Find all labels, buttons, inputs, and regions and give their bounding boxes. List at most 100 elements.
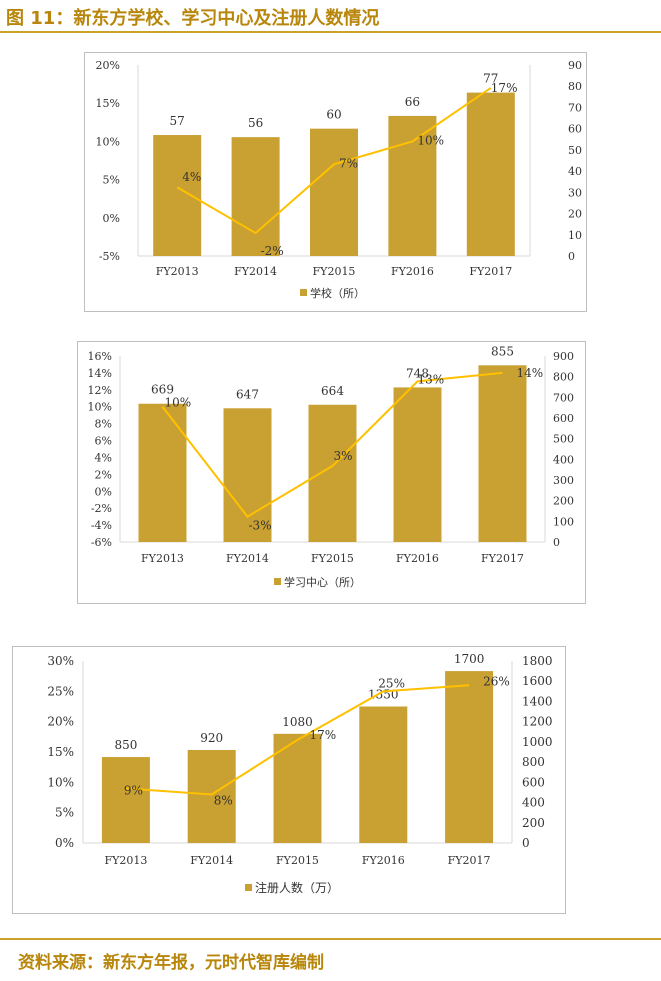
right-axis-tick-label: 100 — [553, 515, 574, 528]
left-axis-tick-label: 0% — [55, 836, 74, 850]
right-axis-tick-label: 0 — [553, 536, 560, 549]
left-axis-tick-label: -6% — [91, 536, 112, 549]
legend-swatch — [274, 578, 281, 585]
growth-rate-label: 10% — [165, 396, 192, 410]
category-label: FY2015 — [276, 854, 319, 867]
bar-value-label: 855 — [491, 344, 514, 358]
right-axis-tick-label: 0 — [568, 250, 575, 263]
left-axis-tick-label: 5% — [103, 174, 120, 187]
right-axis-tick-label: 1800 — [522, 654, 553, 668]
right-axis-tick-label: 1400 — [522, 694, 553, 708]
growth-rate-label: 3% — [334, 449, 353, 463]
growth-rate-label: -2% — [261, 244, 284, 258]
enrollment-chart: 0% 5% 10% 15% 20% 25% 30% 0 200 400 600 800 1000 1200… — [47, 652, 553, 895]
left-axis-tick-label: 5% — [55, 806, 74, 820]
bar-fy2013 — [153, 135, 202, 256]
bar-value-label: 57 — [170, 114, 185, 128]
bar-value-label: 920 — [200, 731, 223, 745]
category-label: FY2014 — [190, 854, 233, 867]
right-axis-tick-label: 0 — [522, 836, 530, 850]
right-axis-tick-label: 700 — [553, 391, 574, 404]
right-axis-tick-label: 800 — [553, 371, 574, 384]
legend-label: 学校（所） — [310, 286, 365, 300]
bar-value-label: 77 — [483, 72, 498, 86]
bar-value-label: 647 — [236, 387, 259, 401]
learning-centers-chart: -6% -4% -2% 0% 2% 4% 6% 8% 10% 12% 14% 16% 0 100 200 30… — [88, 344, 574, 589]
bar-fy2013 — [138, 403, 187, 542]
bar-fy2015 — [310, 128, 358, 256]
left-axis-tick-label: 8% — [95, 418, 112, 431]
left-axis-tick-label: 4% — [95, 451, 112, 464]
left-axis-tick-label: -4% — [91, 519, 112, 532]
category-label: FY2017 — [481, 552, 524, 565]
category-label: FY2014 — [226, 552, 269, 565]
bar-value-label: 60 — [326, 108, 341, 122]
left-axis-tick-label: 10% — [96, 135, 120, 148]
footer-rule — [0, 938, 661, 940]
left-axis-tick-label: 6% — [95, 435, 112, 448]
legend-label: 学习中心（所） — [284, 575, 361, 589]
growth-rate-label: 10% — [417, 133, 444, 147]
growth-rate-label: 13% — [418, 372, 445, 386]
left-axis-tick-label: 20% — [47, 715, 74, 729]
category-label: FY2016 — [396, 552, 439, 565]
right-axis-tick-label: 900 — [553, 350, 574, 363]
bar-value-label: 748 — [406, 366, 429, 380]
right-axis-tick-label: 200 — [522, 816, 545, 830]
growth-rate-label: -3% — [249, 519, 272, 533]
bar-fy2017 — [466, 92, 515, 256]
category-label: FY2017 — [469, 265, 512, 278]
bar-fy2014 — [187, 749, 236, 843]
left-axis-tick-label: 16% — [88, 350, 112, 363]
growth-rate-label: 7% — [339, 156, 358, 170]
growth-rate-label: 26% — [483, 674, 510, 688]
bar-value-label: 1080 — [282, 715, 313, 729]
left-axis-tick-label: 15% — [47, 745, 74, 759]
growth-rate-label: 4% — [182, 170, 201, 184]
category-label: FY2016 — [362, 854, 405, 867]
schools-chart-panel: -5% 0% 5% 10% 15% 20% 0 10 20 30 40 50 60 70 80 90 57 56 6… — [84, 52, 587, 312]
category-label: FY2014 — [234, 265, 277, 278]
category-label: FY2015 — [313, 265, 356, 278]
right-axis-tick-label: 10 — [568, 229, 582, 242]
right-axis-tick-label: 40 — [568, 165, 582, 178]
bar-fy2013 — [101, 757, 150, 843]
legend-swatch — [245, 884, 252, 891]
right-axis-tick-label: 800 — [522, 755, 545, 769]
right-axis-tick-label: 1600 — [522, 674, 553, 688]
bar-fy2015 — [273, 733, 322, 843]
right-axis-tick-label: 200 — [553, 495, 574, 508]
right-axis-tick-label: 400 — [522, 796, 545, 810]
bar-value-label: 669 — [151, 383, 174, 397]
category-label: FY2013 — [156, 265, 199, 278]
category-label: FY2015 — [311, 552, 354, 565]
right-axis-tick-label: 400 — [553, 453, 574, 466]
right-axis-tick-label: 30 — [568, 186, 582, 199]
bar-value-label: 850 — [114, 738, 137, 752]
left-axis-tick-label: 0% — [95, 485, 112, 498]
title-rule — [0, 31, 661, 33]
right-axis-tick-label: 1200 — [522, 715, 553, 729]
right-axis-tick-label: 500 — [553, 433, 574, 446]
bar-fy2017 — [445, 671, 494, 843]
left-axis-tick-label: 15% — [96, 97, 120, 110]
figure-title: 图 11：新东方学校、学习中心及注册人数情况 — [6, 8, 380, 29]
left-axis-tick-label: 25% — [47, 684, 74, 698]
bar-fy2014 — [223, 408, 272, 542]
right-axis-tick-label: 1000 — [522, 735, 553, 749]
growth-rate-label: 25% — [378, 676, 405, 690]
category-label: FY2016 — [391, 265, 434, 278]
legend-label: 注册人数（万） — [255, 880, 339, 895]
left-axis-tick-label: 12% — [88, 384, 112, 397]
left-axis-tick-label: -2% — [91, 502, 112, 515]
growth-rate-line — [176, 87, 492, 235]
right-axis-tick-label: 80 — [568, 80, 582, 93]
bar-fy2017 — [478, 365, 527, 542]
bar-value-label: 56 — [248, 116, 263, 130]
category-label: FY2017 — [448, 854, 491, 867]
growth-rate-label: 14% — [517, 366, 544, 380]
growth-rate-label: 17% — [310, 728, 337, 742]
bar-fy2016 — [393, 387, 442, 542]
bar-fy2014 — [231, 137, 280, 256]
right-axis-tick-label: 70 — [568, 101, 582, 114]
